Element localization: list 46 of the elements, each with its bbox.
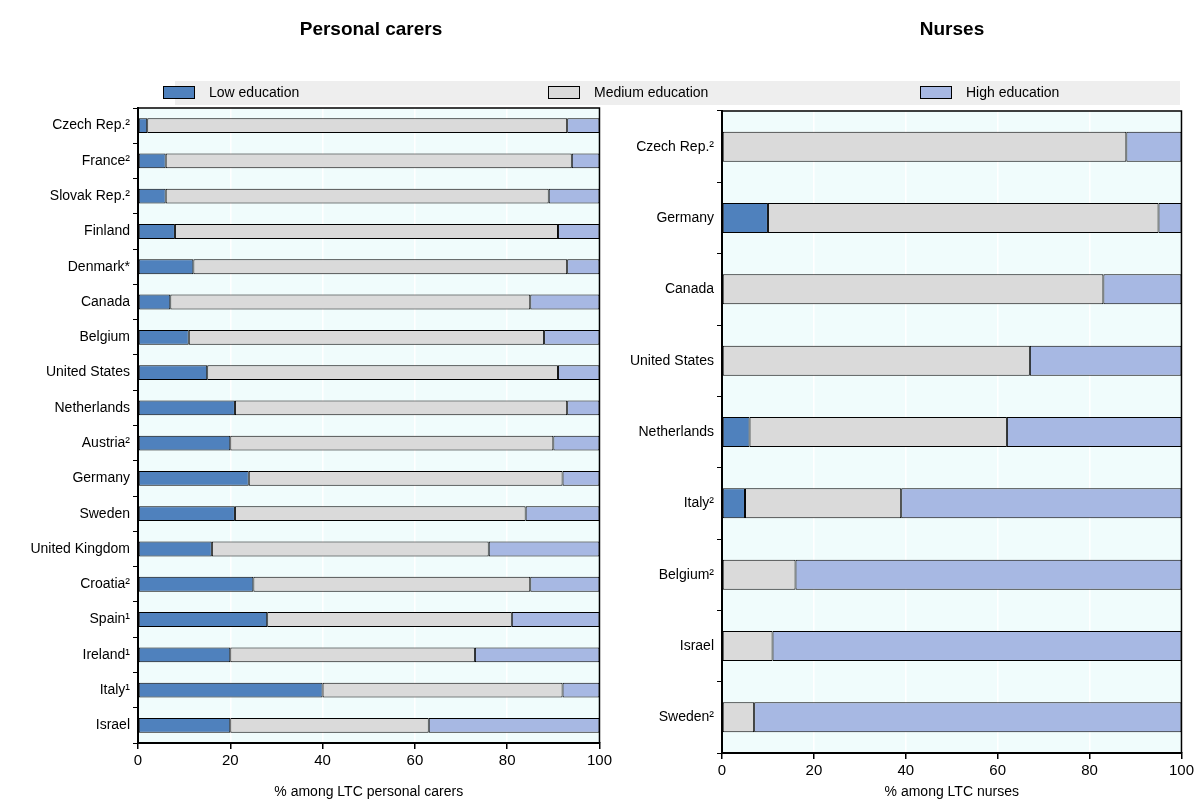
y-tick-label: Netherlands	[638, 422, 714, 439]
y-tick-label: Finland	[84, 222, 130, 239]
x-tick-label: 40	[314, 751, 331, 769]
y-tick-label: France²	[81, 151, 131, 168]
y-tick-label: Canada	[80, 292, 131, 309]
y-tick-label: Israel	[679, 636, 714, 653]
y-tick-label: Spain¹	[89, 610, 131, 627]
y-tick-label: Croatia²	[80, 575, 131, 592]
y-tick-label: Ireland¹	[82, 645, 131, 662]
x-axis-title: % among LTC personal carers	[274, 783, 464, 800]
y-tick-label: Belgium	[79, 328, 130, 345]
x-tick-label: 100	[1168, 761, 1194, 779]
chart-title: Nurses	[918, 18, 986, 40]
y-tick-label: Sweden	[79, 504, 130, 521]
y-tick-label: Germany	[656, 208, 714, 225]
chart-title: Personal carers	[298, 18, 444, 40]
y-tick-label: Netherlands	[54, 398, 130, 415]
legend-label: Low education	[209, 84, 300, 100]
y-tick-label: Czech Rep.²	[52, 116, 131, 133]
y-tick-label: Belgium²	[658, 565, 715, 582]
x-tick-label: 0	[717, 761, 727, 779]
x-tick-label: 40	[897, 761, 915, 779]
y-tick-label: United States	[45, 363, 130, 380]
x-tick-label: 20	[805, 761, 823, 779]
y-tick-label: United Kingdom	[30, 539, 130, 556]
x-tick-label: 60	[989, 761, 1007, 779]
x-tick-label: 20	[221, 751, 239, 769]
y-tick-label: Italy¹	[99, 680, 131, 697]
y-tick-label: Canada	[664, 280, 715, 297]
x-tick-label: 60	[406, 751, 424, 769]
y-tick-label: Denmark*	[67, 257, 131, 274]
x-tick-label: 80	[498, 751, 516, 769]
x-tick-label: 100	[586, 751, 612, 769]
y-tick-label: Germany	[72, 469, 130, 486]
x-axis-title: % among LTC nurses	[884, 783, 1019, 800]
y-tick-label: Slovak Rep.²	[49, 187, 131, 204]
y-tick-label: Czech Rep.²	[636, 137, 715, 154]
y-tick-label: Sweden²	[658, 708, 715, 725]
y-tick-label: Italy²	[683, 494, 715, 511]
legend-label: Medium education	[594, 84, 709, 100]
y-tick-label: Israel	[95, 716, 130, 733]
legend-label: High education	[966, 84, 1060, 100]
x-tick-label: 80	[1081, 761, 1098, 779]
y-tick-label: United States	[629, 351, 714, 368]
x-tick-label: 0	[133, 751, 143, 769]
y-tick-label: Austria²	[81, 434, 131, 450]
